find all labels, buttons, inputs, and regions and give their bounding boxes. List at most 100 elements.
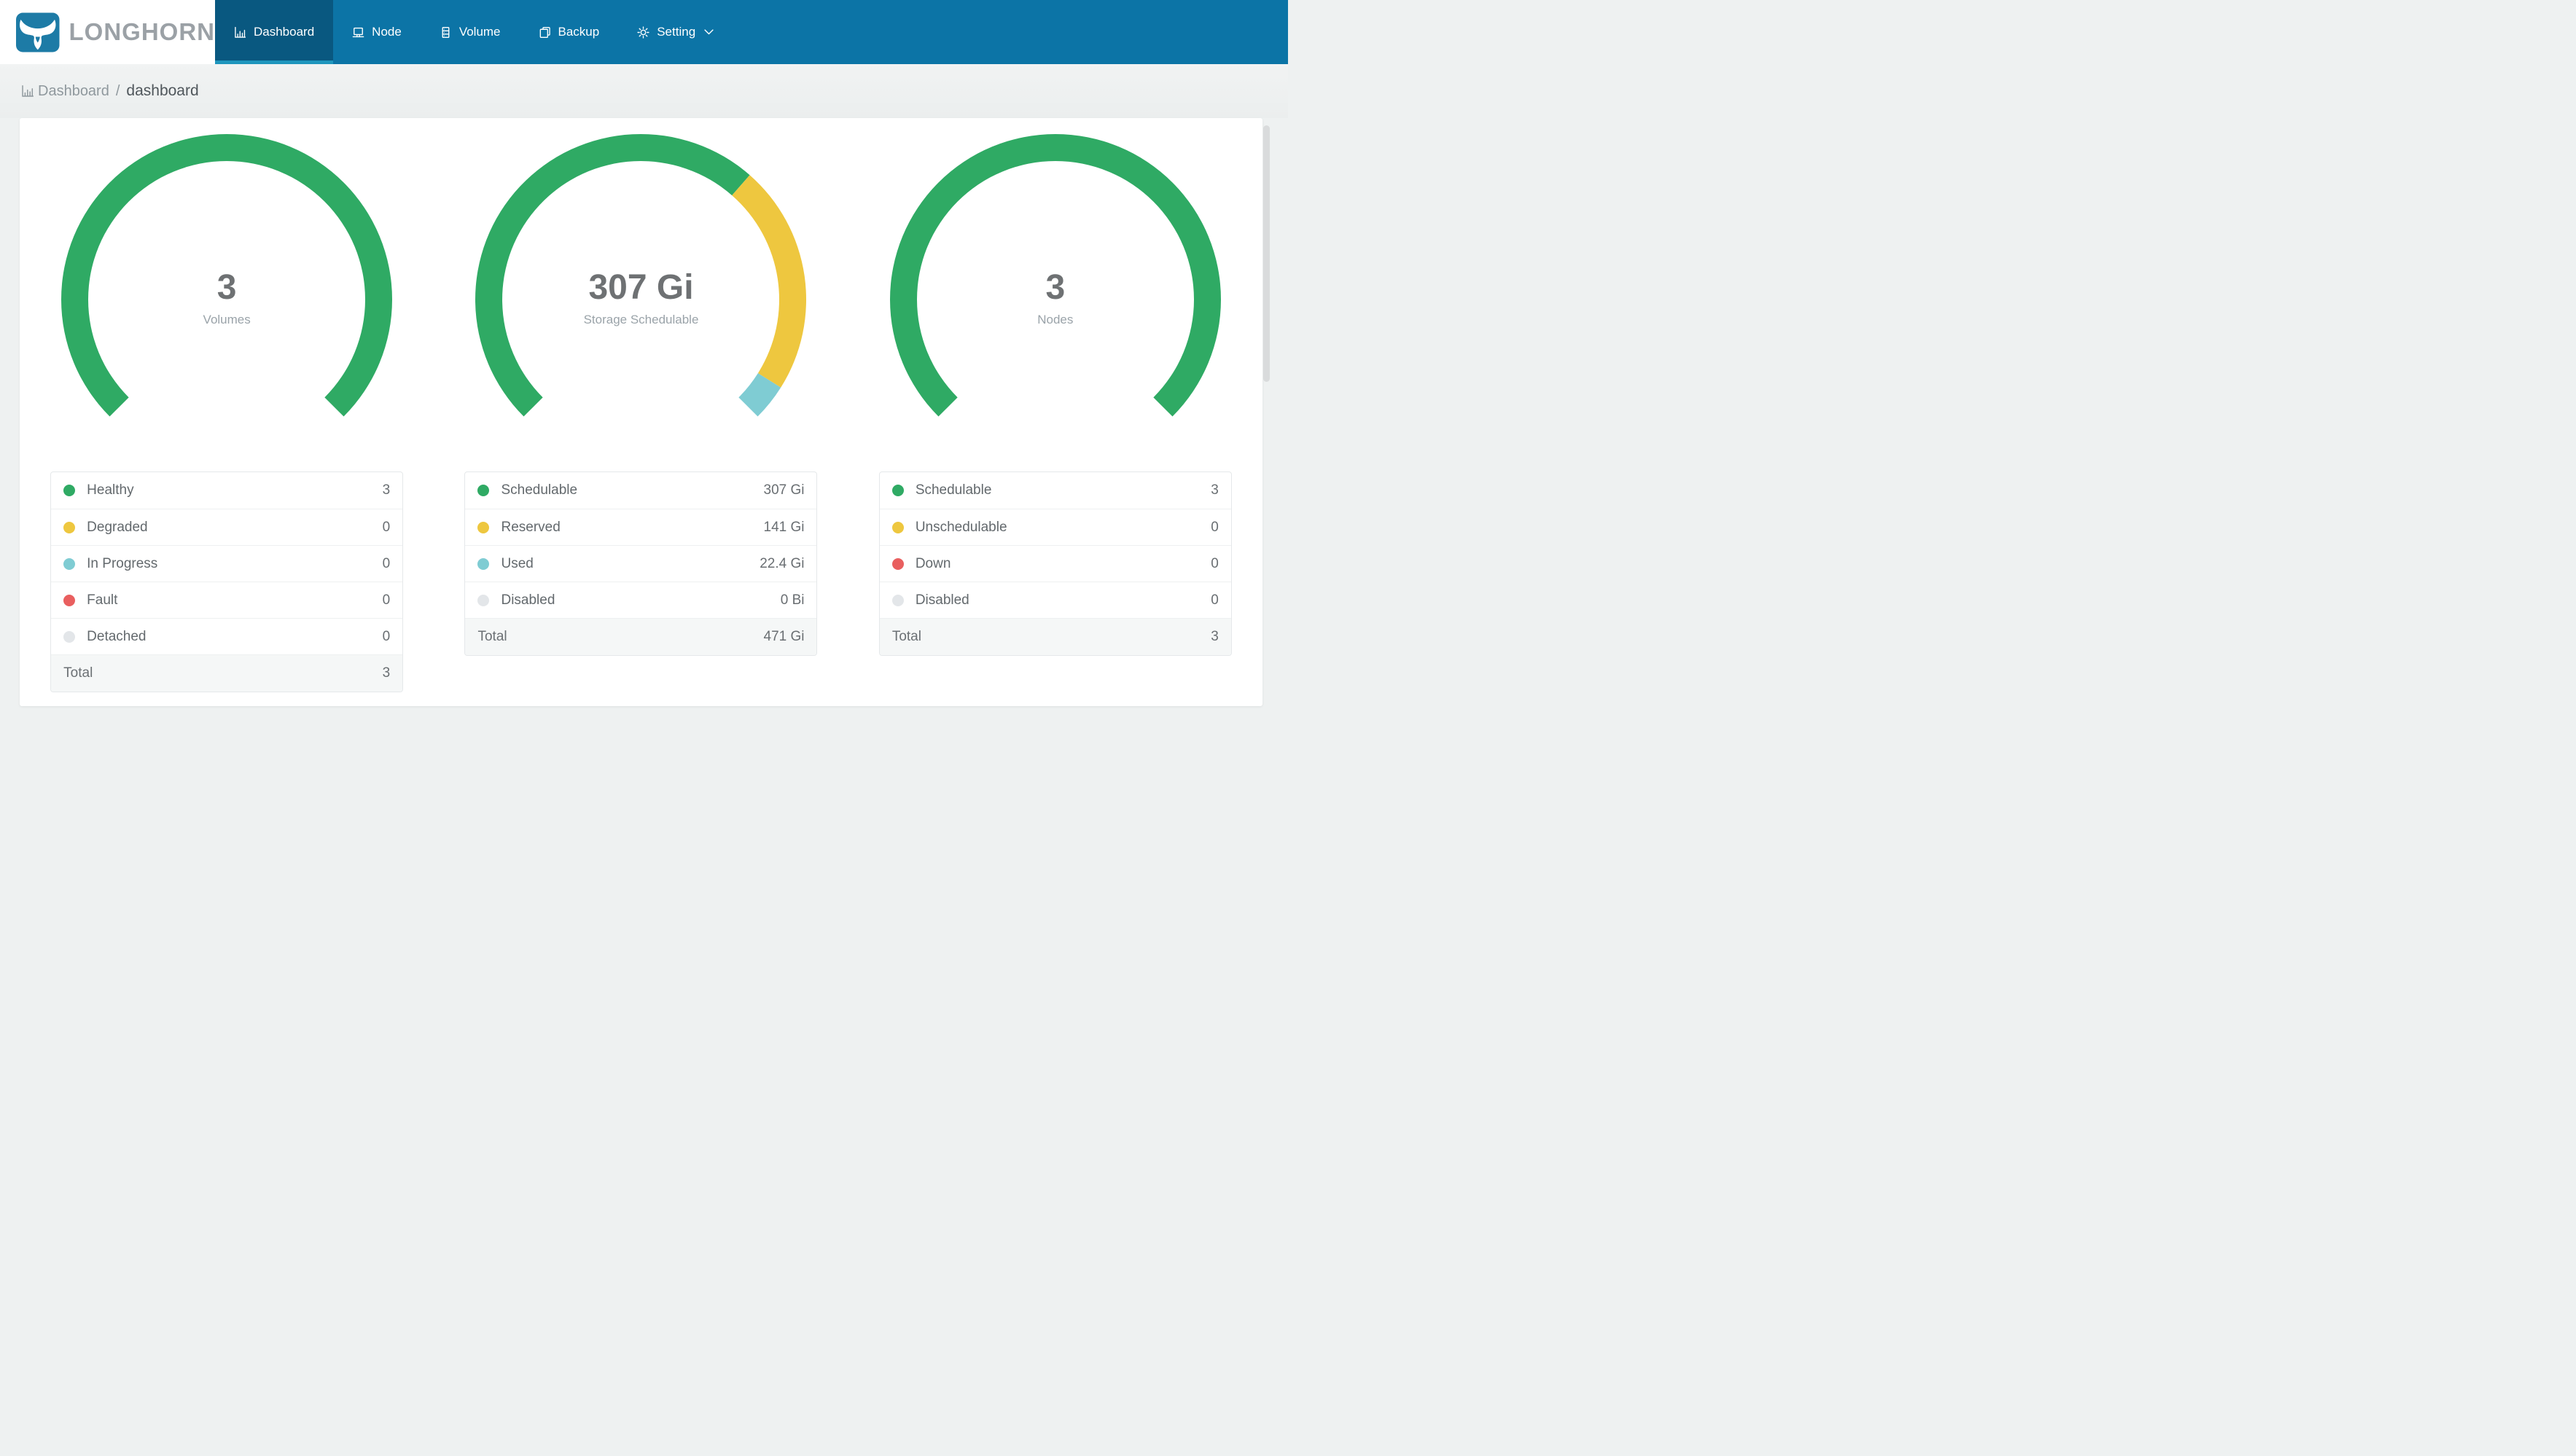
gauge-center-label: Storage Schedulable [583, 313, 699, 326]
legend-row: Reserved 141 Gi [465, 509, 817, 545]
gauge-column-volumes: 3 Volumes Healthy 3 Degraded 0 In Progress 0 F… [20, 133, 434, 706]
legend-total-value: 3 [382, 665, 391, 681]
legend-total-row: Total 3 [879, 618, 1231, 655]
gauge-segment-reserved [732, 175, 807, 388]
main-nav: Dashboard Node Volume Backup [215, 0, 733, 64]
brand-name: LONGHORN [69, 18, 215, 45]
nav-item-setting[interactable]: Setting [618, 0, 733, 64]
status-dot [63, 594, 76, 606]
status-dot [63, 557, 76, 570]
laptop-icon [352, 27, 364, 37]
gauge-center-value: 307 Gi [588, 268, 694, 307]
breadcrumb-separator: / [115, 82, 120, 99]
status-dot [477, 485, 490, 496]
copy-icon [539, 26, 550, 38]
legend-value: 22.4 Gi [760, 555, 805, 571]
nodes-gauge: 3 Nodes [888, 133, 1223, 454]
nav-label: Setting [657, 25, 696, 39]
legend-label: Schedulable [915, 482, 992, 498]
legend-value: 0 [1211, 555, 1219, 571]
nav-item-backup[interactable]: Backup [520, 0, 619, 64]
legend-rows: Schedulable 3 Unschedulable 0 Down 0 Disabled 0 [879, 472, 1231, 618]
legend-total-label: Total [891, 629, 921, 644]
bar-chart-icon [22, 85, 34, 97]
legend-row: Schedulable 307 Gi [465, 472, 816, 509]
bar-chart-icon [235, 26, 246, 38]
volumes-legend-table: Healthy 3 Degraded 0 In Progress 0 Fault 0 Detac… [50, 471, 404, 692]
legend-value: 141 Gi [763, 519, 805, 535]
status-dot [63, 521, 76, 533]
active-tab-underline [215, 60, 334, 64]
status-dot [891, 485, 904, 496]
legend-row: Healthy 3 [51, 472, 402, 509]
legend-label: Schedulable [501, 482, 578, 498]
gauge-column-storage: 307 Gi Storage Schedulable Schedulable 30… [434, 133, 848, 706]
legend-label: In Progress [87, 555, 158, 571]
breadcrumb-page: dashboard [126, 82, 199, 99]
gauge-arc-svg [889, 133, 1221, 417]
legend-value: 0 [1211, 592, 1219, 608]
breadcrumb: Dashboard / dashboard [0, 64, 1288, 118]
top-navbar: LONGHORN Dashboard Node Volume [0, 0, 1288, 64]
legend-label: Detached [87, 628, 147, 644]
volumes-gauge: 3 Volumes [59, 133, 394, 454]
database-icon [442, 26, 450, 38]
legend-row: Detached 0 [51, 618, 403, 654]
legend-total-value: 3 [1211, 629, 1219, 644]
legend-total-label: Total [477, 629, 507, 644]
legend-label: Fault [87, 592, 118, 608]
legend-label: Down [915, 555, 951, 571]
legend-row: Schedulable 3 [880, 472, 1231, 509]
legend-value: 3 [1211, 482, 1219, 498]
legend-label: Used [501, 555, 534, 571]
legend-value: 0 [382, 519, 391, 535]
brand-logo-block[interactable]: LONGHORN [0, 0, 215, 64]
status-dot [891, 557, 904, 570]
gauge-center-label: Nodes [1037, 313, 1074, 326]
legend-label: Reserved [501, 519, 561, 535]
legend-row: Used 22.4 Gi [465, 545, 817, 582]
legend-row: Fault 0 [51, 582, 403, 618]
status-dot [477, 594, 490, 606]
gauge-center-label: Volumes [203, 313, 251, 326]
legend-value: 307 Gi [763, 482, 805, 498]
nav-label: Node [372, 25, 402, 39]
breadcrumb-section[interactable]: Dashboard [38, 82, 109, 99]
legend-label: Degraded [87, 519, 148, 535]
gauge-center-value: 3 [216, 268, 237, 307]
legend-value: 0 [382, 628, 391, 644]
legend-total-row: Total 3 [51, 654, 403, 692]
nav-label: Dashboard [254, 25, 315, 39]
nav-label: Backup [558, 25, 600, 39]
status-dot [477, 521, 490, 533]
gauge-arc-svg [475, 134, 807, 417]
legend-label: Disabled [915, 592, 969, 608]
legend-value: 0 [382, 592, 391, 608]
nav-item-node[interactable]: Node [333, 0, 421, 64]
longhorn-bull-icon [16, 12, 60, 52]
gauge-segment-schedulable [475, 134, 751, 417]
status-dot [477, 557, 490, 570]
legend-row: Disabled 0 [879, 582, 1231, 618]
status-dot [63, 485, 76, 496]
scrollbar-thumb[interactable] [1263, 125, 1270, 382]
legend-value: 0 [1211, 519, 1219, 535]
legend-label: Healthy [87, 482, 134, 498]
gauge-center-value: 3 [1045, 268, 1066, 307]
legend-rows: Healthy 3 Degraded 0 In Progress 0 Fault 0 Detac… [51, 472, 403, 654]
gauge-segment-healthy [61, 133, 393, 417]
nodes-legend-table: Schedulable 3 Unschedulable 0 Down 0 Disabled 0… [878, 471, 1232, 656]
nav-item-volume[interactable]: Volume [421, 0, 520, 64]
nav-item-dashboard[interactable]: Dashboard [215, 0, 334, 64]
legend-row: Degraded 0 [51, 509, 403, 545]
legend-rows: Schedulable 307 Gi Reserved 141 Gi Used 22.4 … [465, 472, 817, 618]
gear-icon [637, 26, 649, 39]
gauge-segment-used [738, 373, 781, 417]
legend-total-row: Total 471 Gi [465, 618, 817, 655]
legend-value: 0 [382, 555, 391, 571]
gauge-segment-schedulable [889, 133, 1221, 417]
legend-row: Unschedulable 0 [879, 509, 1231, 545]
legend-total-label: Total [63, 665, 93, 681]
status-dot [891, 594, 904, 606]
legend-value: 3 [382, 482, 391, 498]
